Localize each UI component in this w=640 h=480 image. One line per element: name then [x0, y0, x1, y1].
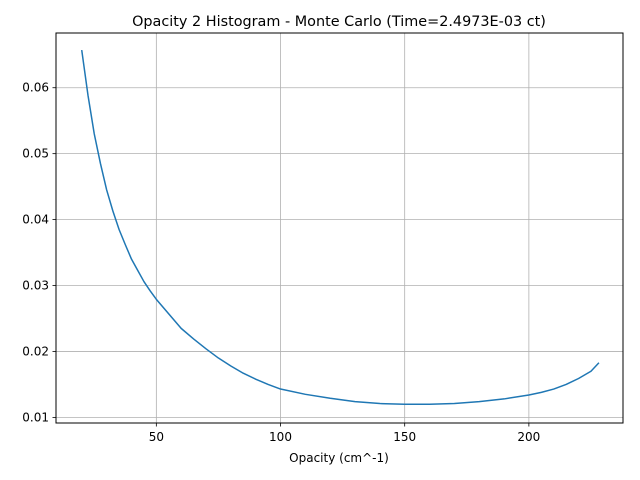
y-tick-label: 0.01	[22, 410, 49, 424]
series-layer	[80, 49, 600, 405]
y-tick-label: 0.03	[22, 279, 49, 293]
y-tick-label: 0.06	[22, 81, 49, 95]
series-line-0	[80, 49, 600, 405]
plot-frame	[55, 32, 624, 424]
x-axis-label: Opacity (cm^-1)	[289, 451, 389, 465]
y-tick-label: 0.02	[22, 344, 49, 358]
x-tick-label: 200	[517, 430, 540, 444]
y-tick-label: 0.04	[22, 213, 49, 227]
plot-area	[56, 33, 623, 423]
x-axis-ticks: 50 100 150 200	[149, 423, 540, 444]
chart-title: Opacity 2 Histogram - Monte Carlo (Time=…	[132, 14, 546, 30]
x-tick-label: 50	[149, 430, 164, 444]
grid-lines	[56, 33, 623, 423]
x-tick-label: 100	[269, 430, 292, 444]
y-tick-label: 0.05	[22, 147, 49, 161]
y-axis-ticks: 0.01 0.02 0.03 0.04 0.05 0.06	[22, 81, 56, 424]
x-tick-label: 150	[393, 430, 416, 444]
